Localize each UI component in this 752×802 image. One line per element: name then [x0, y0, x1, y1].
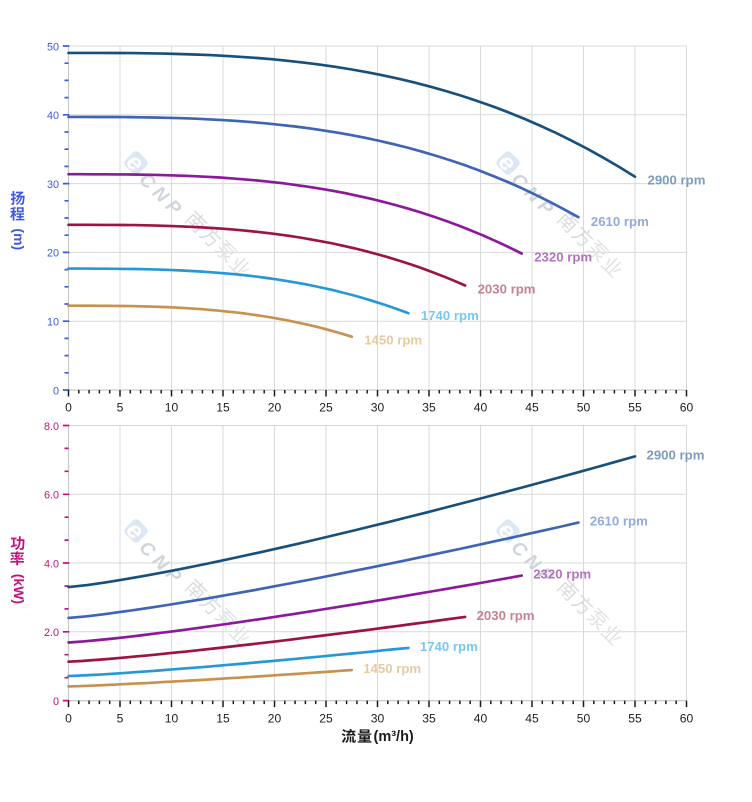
- svg-text:5: 5: [117, 712, 124, 726]
- svg-text:30: 30: [371, 712, 385, 726]
- svg-text:50: 50: [577, 401, 591, 415]
- svg-text:2610 rpm: 2610 rpm: [591, 214, 649, 229]
- svg-text:1450 rpm: 1450 rpm: [363, 661, 421, 676]
- svg-text:0: 0: [53, 696, 59, 708]
- svg-text:(kW): (kW): [11, 574, 27, 604]
- svg-text:6.0: 6.0: [44, 490, 59, 502]
- svg-text:2030 rpm: 2030 rpm: [478, 282, 536, 297]
- svg-text:25: 25: [319, 401, 333, 415]
- svg-text:2320 rpm: 2320 rpm: [534, 250, 592, 265]
- svg-text:15: 15: [216, 712, 230, 726]
- svg-text:2900 rpm: 2900 rpm: [647, 447, 705, 462]
- svg-text:8.0: 8.0: [44, 421, 59, 433]
- svg-text:0: 0: [53, 385, 59, 397]
- svg-text:35: 35: [422, 401, 436, 415]
- svg-text:15: 15: [216, 401, 230, 415]
- svg-text:55: 55: [628, 712, 642, 726]
- svg-text:20: 20: [268, 712, 282, 726]
- svg-text:50: 50: [577, 712, 591, 726]
- svg-text:2610 rpm: 2610 rpm: [590, 514, 648, 529]
- svg-text:2900 rpm: 2900 rpm: [648, 173, 706, 188]
- svg-text:5: 5: [117, 401, 124, 415]
- svg-text:45: 45: [525, 401, 539, 415]
- svg-text:0: 0: [65, 712, 72, 726]
- svg-text:25: 25: [319, 712, 333, 726]
- svg-text:10: 10: [165, 401, 179, 415]
- svg-text:40: 40: [474, 712, 488, 726]
- svg-text:4.0: 4.0: [44, 558, 59, 570]
- svg-text:10: 10: [165, 712, 179, 726]
- svg-text:45: 45: [525, 712, 539, 726]
- svg-text:20: 20: [268, 401, 282, 415]
- svg-text:30: 30: [371, 401, 385, 415]
- svg-text:1740 rpm: 1740 rpm: [421, 308, 479, 323]
- svg-text:40: 40: [474, 401, 488, 415]
- svg-text:60: 60: [680, 401, 694, 415]
- svg-text:30: 30: [47, 179, 59, 191]
- svg-text:1740 rpm: 1740 rpm: [420, 639, 478, 654]
- svg-text:20: 20: [47, 248, 59, 260]
- svg-text:0: 0: [65, 401, 72, 415]
- svg-text:2.0: 2.0: [44, 627, 59, 639]
- svg-text:1450 rpm: 1450 rpm: [364, 333, 422, 348]
- svg-text:35: 35: [422, 712, 436, 726]
- svg-text:55: 55: [628, 401, 642, 415]
- svg-text:40: 40: [47, 110, 59, 122]
- svg-text:2320 rpm: 2320 rpm: [533, 567, 591, 582]
- svg-text:2030 rpm: 2030 rpm: [477, 608, 535, 623]
- svg-text:60: 60: [680, 712, 694, 726]
- svg-text:10: 10: [47, 317, 59, 329]
- svg-text:(m): (m): [11, 228, 27, 250]
- svg-text:50: 50: [47, 41, 59, 53]
- svg-text:(m³/h): (m³/h): [374, 729, 414, 745]
